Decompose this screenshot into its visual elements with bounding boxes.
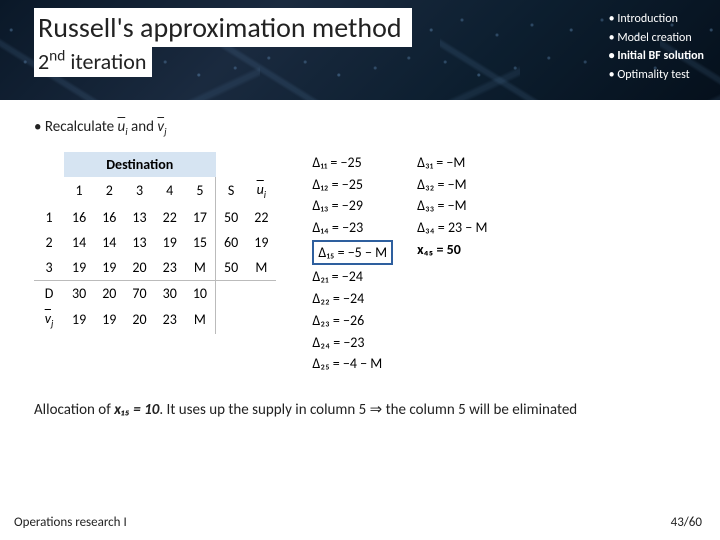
table-cell [246, 152, 276, 177]
row-label: vj [34, 306, 64, 334]
delta-item: Δ₃₁ = −M [417, 152, 487, 174]
delta-item: Δ₂₁ = −24 [312, 266, 393, 288]
table-cell [246, 280, 276, 306]
table-cell: 70 [124, 280, 154, 306]
table-cell: M [246, 255, 276, 281]
table-cell: 13 [124, 230, 154, 255]
delta-block: Δ₁₁ = −25Δ₁₂ = −25Δ₁₃ = −29Δ₁₄ = −23Δ₁₅ … [312, 152, 487, 375]
title-box: Russell's approximation method [34, 8, 412, 47]
nav-item: Introduction [609, 10, 704, 29]
allocation-text: Allocation of x₁₅ = 10. It uses up the s… [34, 400, 577, 421]
delta-item: Δ₂₂ = −24 [312, 288, 393, 310]
table-cell: 60 [216, 230, 247, 255]
table-cell: 16 [94, 205, 124, 230]
col-label: 4 [155, 177, 185, 205]
table-cell: 50 [216, 205, 247, 230]
row-label: D [34, 280, 64, 306]
table-cell [216, 306, 247, 334]
col-label: 3 [124, 177, 154, 205]
table-cell: 20 [94, 280, 124, 306]
delta-item: Δ₁₃ = −29 [312, 195, 393, 217]
table-cell [216, 152, 247, 177]
table-cell: 19 [64, 255, 94, 281]
col-label: ui [246, 177, 276, 205]
table-cell: M [185, 306, 216, 334]
delta-item: Δ₃₂ = −M [417, 174, 487, 196]
table-cell: 30 [155, 280, 185, 306]
footer-right: 43/60 [671, 515, 702, 530]
table-cell [246, 306, 276, 334]
col-label: 5 [185, 177, 216, 205]
table-cell: 19 [64, 306, 94, 334]
table-cell: 22 [246, 205, 276, 230]
row-label: 1 [34, 205, 64, 230]
destination-header: Destination [64, 152, 216, 177]
col-label: 2 [94, 177, 124, 205]
nav-list: IntroductionModel creationInitial BF sol… [609, 10, 704, 84]
table-cell: 13 [124, 205, 154, 230]
table-cell: 30 [64, 280, 94, 306]
table-cell [216, 280, 247, 306]
col-label: 1 [64, 177, 94, 205]
subtitle-box: 2nd iteration [34, 47, 152, 77]
table-cell: 50 [216, 255, 247, 281]
row-label: 2 [34, 230, 64, 255]
delta-item: x₄₅ = 50 [417, 239, 487, 261]
col-label [34, 177, 64, 205]
slide-subtitle: 2nd iteration [38, 48, 146, 75]
slide-title: Russell's approximation method [38, 10, 402, 45]
delta-item: Δ₂₅ = −4 − M [312, 353, 393, 375]
delta-item: Δ₁₂ = −25 [312, 174, 393, 196]
table-cell: 23 [155, 306, 185, 334]
delta-item: Δ₂₄ = −23 [312, 332, 393, 354]
table-cell: 16 [64, 205, 94, 230]
nav-item: Model creation [609, 29, 704, 48]
table-cell: M [185, 255, 216, 281]
delta-item: Δ₁₅ = −5 − M [312, 240, 393, 266]
table-cell: 15 [185, 230, 216, 255]
col-label: S [216, 177, 247, 205]
table-cell: 22 [155, 205, 185, 230]
table-cell: 17 [185, 205, 216, 230]
table-cell: 23 [155, 255, 185, 281]
table-cell: 14 [94, 230, 124, 255]
table-cell: 20 [124, 306, 154, 334]
table-cell: 19 [246, 230, 276, 255]
table-cell: 10 [185, 280, 216, 306]
delta-item: Δ₃₄ = 23 − M [417, 217, 487, 239]
delta-item: Δ₁₁ = −25 [312, 152, 393, 174]
table-cell: 19 [155, 230, 185, 255]
table-cell: 19 [94, 255, 124, 281]
nav-item: Optimality test [609, 66, 704, 85]
delta-item: Δ₁₄ = −23 [312, 217, 393, 239]
delta-item: Δ₃₃ = −M [417, 195, 487, 217]
table-cell: 14 [64, 230, 94, 255]
slide-header: Russell's approximation method 2nd itera… [0, 0, 720, 100]
cost-table: Destination12345Sui116161322175022214141… [34, 152, 276, 334]
row-label: 3 [34, 255, 64, 281]
footer-left: Operations research I [14, 515, 127, 530]
nav-item: Initial BF solution [609, 47, 704, 66]
recalculate-bullet: Recalculate ui and vj [34, 118, 700, 138]
delta-item: Δ₂₃ = −26 [312, 310, 393, 332]
table-cell: 20 [124, 255, 154, 281]
table-cell: 19 [94, 306, 124, 334]
table-cell [34, 152, 64, 177]
